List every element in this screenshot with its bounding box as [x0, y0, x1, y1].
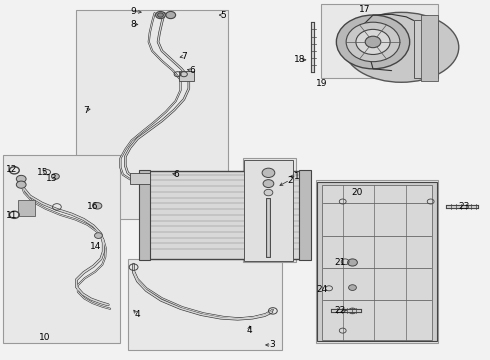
- Text: 16: 16: [87, 202, 98, 211]
- Circle shape: [93, 203, 102, 209]
- Circle shape: [262, 168, 275, 177]
- Circle shape: [365, 36, 381, 48]
- Text: 24: 24: [317, 285, 328, 294]
- Bar: [18, 200, 35, 216]
- Text: 18: 18: [294, 55, 305, 64]
- Bar: [322, 185, 432, 339]
- Bar: [414, 21, 438, 78]
- Circle shape: [348, 308, 356, 314]
- Text: 6: 6: [189, 66, 195, 75]
- Text: 8: 8: [131, 19, 137, 28]
- Text: 4: 4: [246, 326, 252, 335]
- Text: 21: 21: [335, 258, 346, 267]
- Text: 12: 12: [6, 165, 17, 174]
- Text: 7: 7: [83, 105, 89, 114]
- Text: 20: 20: [352, 188, 363, 197]
- Text: 9: 9: [131, 7, 137, 16]
- Bar: [139, 170, 150, 260]
- Bar: [128, 259, 282, 350]
- Circle shape: [95, 233, 102, 238]
- Circle shape: [264, 189, 273, 196]
- Circle shape: [16, 175, 26, 183]
- Bar: [299, 170, 311, 260]
- Text: 7: 7: [181, 52, 187, 61]
- Bar: [421, 15, 438, 81]
- Text: 5: 5: [220, 10, 226, 19]
- Circle shape: [336, 15, 410, 69]
- Ellipse shape: [344, 12, 459, 82]
- Bar: [76, 10, 228, 220]
- Bar: [244, 160, 293, 261]
- Circle shape: [348, 285, 356, 291]
- Text: 11: 11: [6, 211, 17, 220]
- Text: 3: 3: [269, 341, 275, 350]
- Circle shape: [166, 12, 175, 19]
- Circle shape: [346, 22, 400, 62]
- Text: 10: 10: [39, 333, 50, 342]
- Text: 14: 14: [90, 242, 101, 251]
- Text: 1: 1: [294, 172, 300, 181]
- Circle shape: [156, 12, 165, 19]
- Bar: [321, 4, 438, 78]
- Text: 19: 19: [317, 79, 328, 88]
- Circle shape: [158, 13, 163, 17]
- Text: 13: 13: [46, 174, 58, 183]
- Bar: [243, 158, 296, 262]
- Text: 2: 2: [287, 176, 293, 185]
- Circle shape: [51, 174, 59, 179]
- Bar: [318, 182, 437, 341]
- Circle shape: [356, 30, 390, 54]
- Text: 6: 6: [174, 170, 179, 179]
- Bar: [179, 71, 194, 81]
- Text: 15: 15: [36, 168, 48, 177]
- Text: 23: 23: [458, 202, 469, 211]
- Circle shape: [263, 180, 274, 188]
- Bar: [140, 171, 309, 259]
- Bar: [3, 155, 121, 343]
- Text: 17: 17: [359, 5, 370, 14]
- Bar: [316, 180, 438, 343]
- Text: 22: 22: [335, 306, 346, 315]
- Bar: [130, 173, 150, 184]
- Text: 4: 4: [134, 310, 140, 319]
- Circle shape: [16, 181, 26, 188]
- Circle shape: [347, 259, 357, 266]
